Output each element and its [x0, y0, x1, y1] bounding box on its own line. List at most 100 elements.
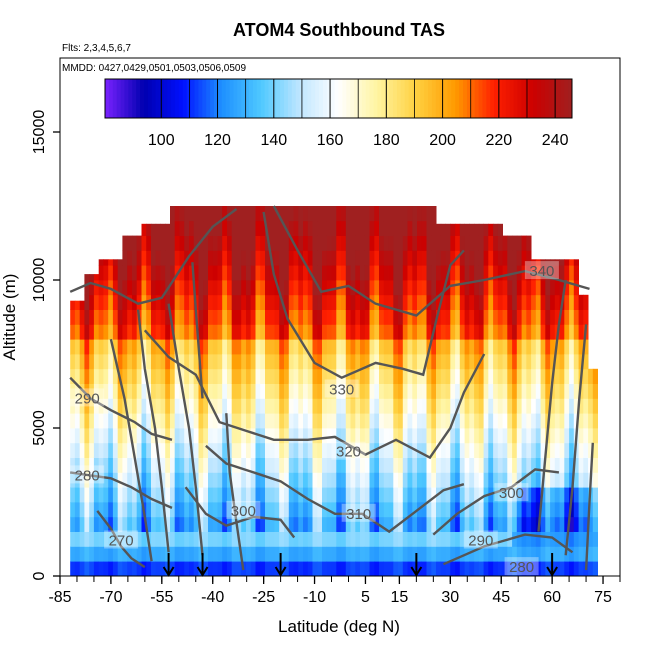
heatmap-cell: [265, 413, 271, 429]
heatmap-cell: [360, 309, 366, 325]
profile-marker-arrow: [410, 553, 423, 577]
heatmap-cell: [274, 250, 280, 266]
heatmap-cell: [274, 368, 280, 384]
heatmap-cell: [431, 250, 437, 266]
heatmap-cell: [112, 531, 119, 547]
heatmap-cell: [269, 561, 275, 576]
heatmap-cell: [350, 206, 356, 222]
heatmap-cell: [569, 457, 575, 473]
heatmap-cell: [445, 516, 451, 532]
heatmap-cell: [336, 442, 342, 458]
heatmap-cell: [431, 502, 437, 518]
heatmap-cell: [70, 546, 76, 562]
heatmap-cell: [127, 516, 133, 532]
heatmap-cell: [307, 472, 313, 488]
heatmap-cell: [336, 516, 342, 532]
heatmap-cell: [573, 259, 579, 266]
heatmap-cell: [184, 457, 190, 473]
heatmap-cell: [293, 546, 299, 562]
heatmap-cell: [388, 398, 394, 414]
heatmap-cell: [265, 250, 271, 266]
heatmap-cell: [322, 472, 328, 488]
heatmap-cell: [193, 265, 199, 281]
heatmap-cell: [269, 398, 275, 414]
heatmap-cell: [193, 472, 199, 488]
heatmap-cell: [417, 457, 423, 473]
heatmap-cell: [155, 531, 161, 547]
heatmap-cell: [193, 383, 199, 399]
heatmap-cell: [402, 561, 408, 576]
heatmap-cell: [364, 339, 370, 355]
heatmap-cell: [189, 561, 195, 576]
heatmap-cell: [274, 220, 280, 236]
heatmap-cell: [516, 428, 522, 444]
heatmap-cell: [189, 294, 195, 310]
heatmap-cell: [369, 265, 375, 281]
heatmap-cell: [502, 487, 508, 503]
y-tick-label: 5000: [31, 410, 48, 446]
heatmap-cell: [564, 457, 570, 473]
heatmap-cell: [231, 220, 237, 236]
heatmap-cell: [174, 487, 180, 503]
heatmap-cell: [203, 502, 209, 518]
heatmap-cell: [583, 368, 589, 384]
heatmap-cell: [117, 294, 123, 310]
heatmap-cell: [151, 442, 157, 458]
heatmap-cell: [398, 398, 404, 414]
heatmap-cell: [417, 265, 423, 281]
heatmap-cell: [317, 206, 323, 222]
heatmap-cell: [112, 259, 119, 266]
heatmap-cell: [74, 546, 81, 562]
heatmap-cell: [383, 546, 389, 562]
heatmap-cell: [469, 223, 475, 236]
heatmap-cell: [588, 413, 594, 429]
heatmap-cell: [179, 413, 185, 429]
heatmap-cell: [307, 546, 313, 562]
heatmap-cell: [284, 487, 290, 503]
heatmap-cell: [231, 294, 237, 310]
heatmap-cell: [89, 487, 95, 503]
heatmap-cell: [117, 398, 123, 414]
heatmap-cell: [112, 368, 119, 384]
heatmap-cell: [450, 457, 456, 473]
colorbar-swatch: [108, 79, 114, 118]
heatmap-cell: [497, 546, 503, 562]
heatmap-cell: [279, 206, 285, 222]
heatmap-cell: [312, 398, 318, 414]
heatmap-cell: [336, 428, 342, 444]
heatmap-cell: [559, 472, 565, 488]
heatmap-cell: [379, 502, 385, 518]
contour-290b: [443, 533, 574, 566]
heatmap-cell: [269, 265, 275, 281]
heatmap-cell: [293, 502, 299, 518]
heatmap-cell: [260, 280, 266, 296]
heatmap-cell: [189, 206, 195, 222]
heatmap-cell: [569, 561, 575, 576]
heatmap-cell: [184, 354, 190, 370]
heatmap-cell: [193, 220, 199, 236]
heatmap-cell: [379, 561, 385, 576]
heatmap-cell: [550, 294, 556, 310]
heatmap-cell: [293, 383, 299, 399]
heatmap-cell: [497, 398, 503, 414]
heatmap-cell: [426, 368, 432, 384]
heatmap-cell: [236, 250, 242, 266]
heatmap-cell: [84, 428, 90, 444]
heatmap-cell: [312, 280, 318, 296]
heatmap-cell: [421, 309, 427, 325]
heatmap-cell: [255, 413, 261, 429]
heatmap-cell: [369, 428, 375, 444]
heatmap-cell: [379, 265, 385, 281]
heatmap-cell: [379, 280, 385, 296]
heatmap-cell: [212, 457, 218, 473]
heatmap-cell: [459, 294, 465, 310]
heatmap-cell: [507, 502, 513, 518]
heatmap-cell: [326, 309, 332, 325]
heatmap-cell: [84, 561, 90, 576]
heatmap-cell: [436, 250, 442, 266]
colorbar-swatch: [389, 79, 394, 118]
heatmap-cell: [331, 368, 337, 384]
heatmap-cell: [312, 531, 318, 547]
heatmap-cell: [174, 206, 180, 222]
heatmap-cell: [531, 280, 537, 296]
